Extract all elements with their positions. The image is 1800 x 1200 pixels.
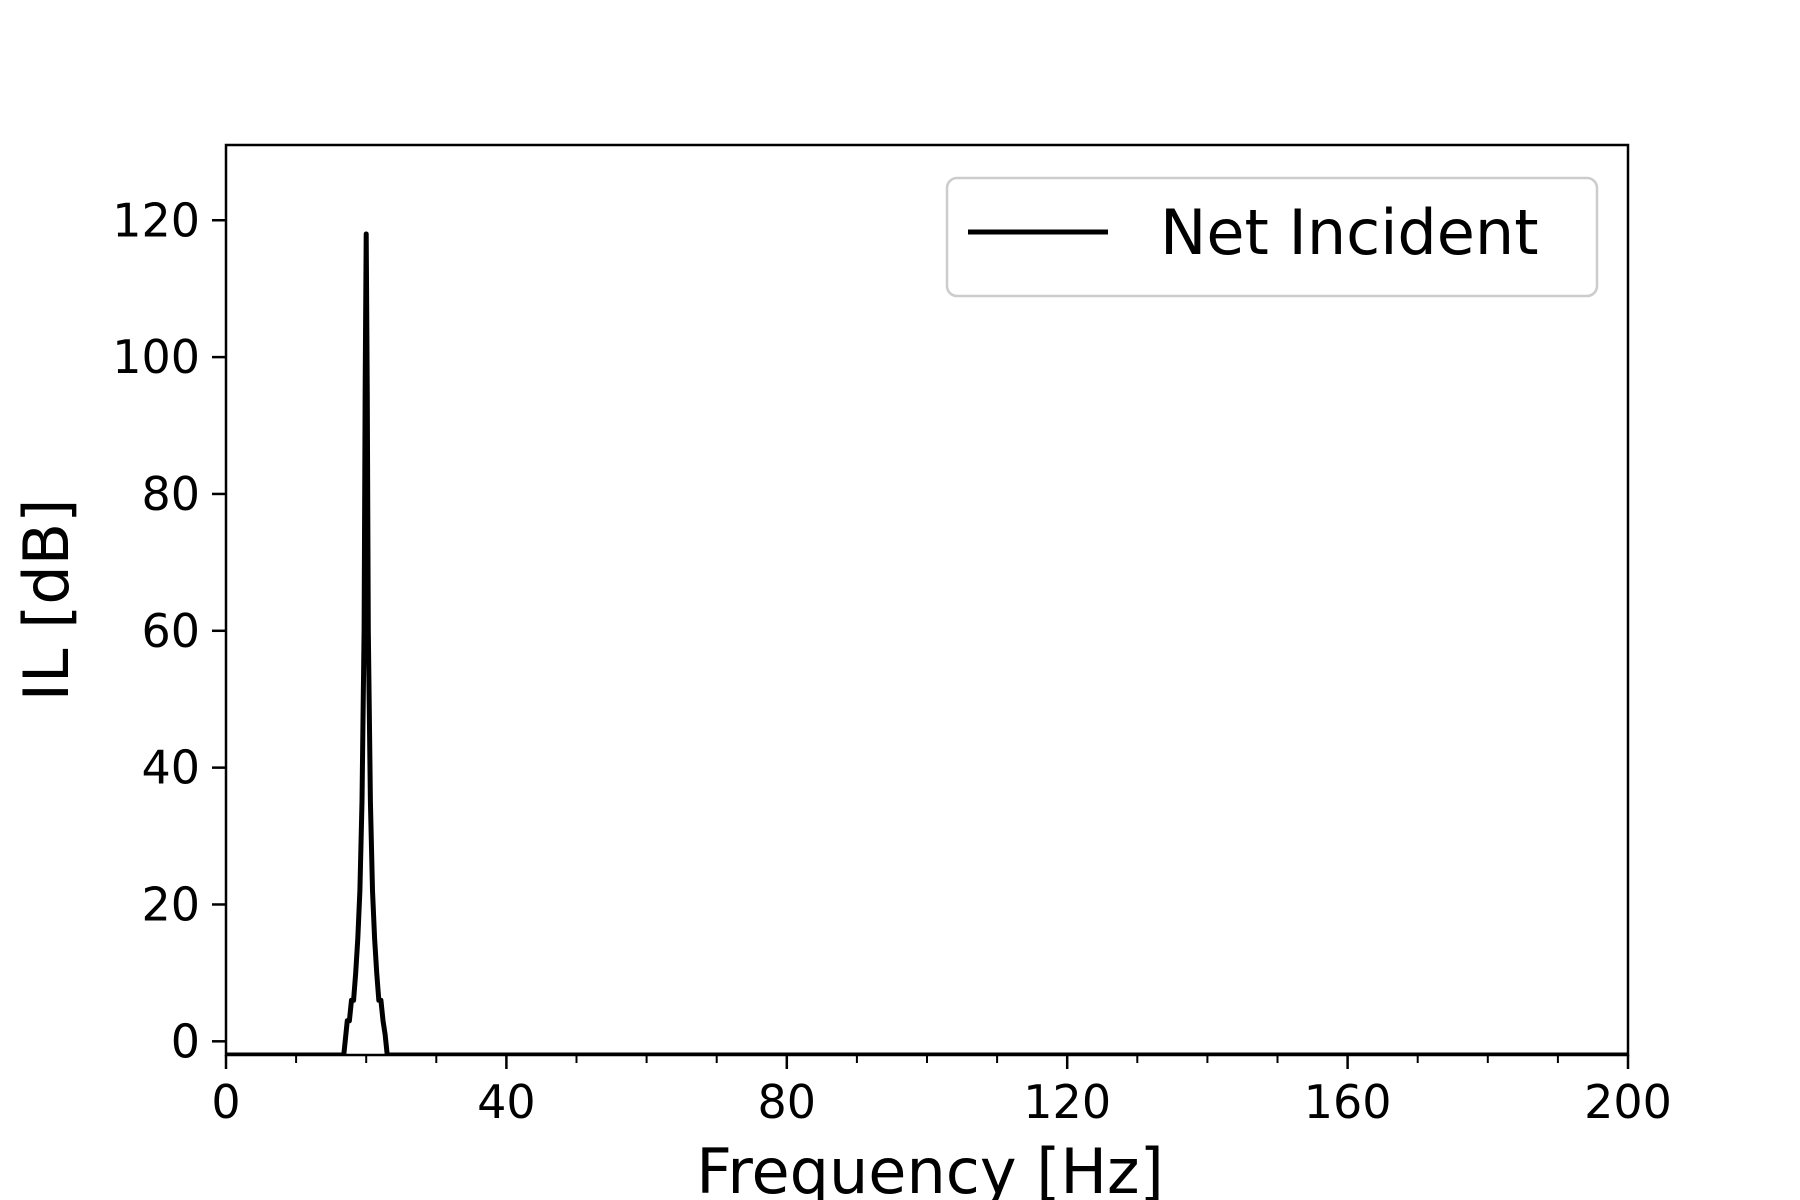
series-line-0 — [226, 231, 1628, 1055]
x-tick-label-2: 80 — [758, 1075, 817, 1129]
y-tick-label-5: 100 — [112, 330, 200, 384]
y-tick-label-6: 120 — [112, 193, 200, 247]
x-tick-label-3: 120 — [1023, 1075, 1111, 1129]
y-axis-label: IL [dB] — [10, 499, 83, 702]
y-tick-label-0: 0 — [171, 1014, 200, 1068]
y-tick-label-3: 60 — [141, 604, 200, 658]
legend-entry-label: Net Incident — [1160, 196, 1539, 269]
x-tick-label-4: 160 — [1304, 1075, 1392, 1129]
x-tick-label-5: 200 — [1584, 1075, 1672, 1129]
x-axis-label: Frequency [Hz] — [696, 1135, 1164, 1200]
y-tick-label-4: 80 — [141, 467, 200, 521]
y-tick-label-1: 20 — [141, 877, 200, 931]
x-tick-label-0: 0 — [211, 1075, 240, 1129]
y-tick-label-2: 40 — [141, 741, 200, 795]
x-tick-label-1: 40 — [477, 1075, 536, 1129]
legend: Net Incident — [945, 176, 1599, 298]
plot-area — [226, 231, 1628, 1055]
legend-frame — [945, 176, 1599, 298]
axes: 0 40 80 120 160 200 0 20 40 60 80 100 120 — [112, 143, 1672, 1129]
